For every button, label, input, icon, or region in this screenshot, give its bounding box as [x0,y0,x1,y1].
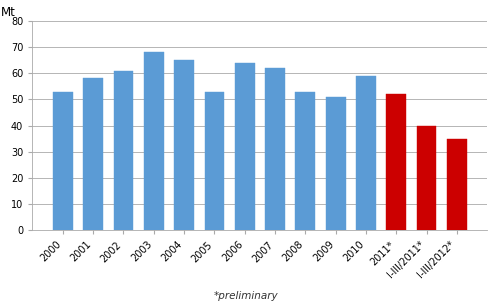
Bar [447,139,467,230]
Bar [235,63,254,230]
Bar [417,126,436,230]
Text: *preliminary: *preliminary [214,291,279,301]
Bar [356,76,376,230]
Bar [205,92,224,230]
Bar [387,94,406,230]
Bar [113,71,133,230]
Bar [144,52,164,230]
Bar [326,97,346,230]
Text: Mt: Mt [0,6,15,19]
Bar [83,78,103,230]
Bar [295,92,315,230]
Bar [174,60,194,230]
Bar [265,68,285,230]
Bar [53,92,72,230]
